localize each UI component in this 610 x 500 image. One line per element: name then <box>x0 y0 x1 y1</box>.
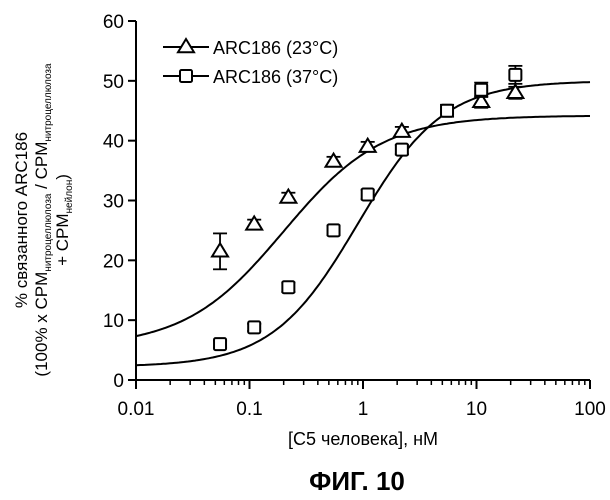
triangle-point <box>246 216 262 229</box>
y-tick-label: 0 <box>113 371 124 392</box>
legend-triangle-marker <box>178 39 194 52</box>
square-point <box>282 281 294 293</box>
y-axis-title: % связанного ARC186 (100% x CPMнитроцелл… <box>12 63 75 377</box>
legend-square-marker <box>180 70 192 82</box>
y-tick-label: 20 <box>103 251 124 272</box>
square-point <box>509 69 521 81</box>
axes: 0 10 20 30 40 50 60 0.01 0.1 1 10 100 <box>103 12 606 420</box>
x-tick-label: 10 <box>466 399 487 420</box>
y-axis-title-line-3: + CPMнейлон) <box>53 174 75 266</box>
y-tick-label: 50 <box>103 72 124 93</box>
x-axis-title: [C5 человека], нМ <box>288 429 438 449</box>
fit-curves <box>136 82 590 365</box>
figure-caption: ФИГ. 10 <box>309 466 405 496</box>
x-tick-label: 0.1 <box>236 399 262 420</box>
triangle-point <box>326 154 342 167</box>
square-point <box>362 189 374 201</box>
y-axis-title-line-1: % связанного ARC186 <box>12 132 31 308</box>
x-tick-label: 100 <box>574 399 606 420</box>
y-tick-label: 60 <box>103 12 124 33</box>
x-tick-label: 1 <box>358 399 369 420</box>
square-point <box>328 224 340 236</box>
y-axis-title-line-2: (100% x CPMнитроцеллюлоза / CPMнитроцелл… <box>32 63 54 377</box>
triangle-point <box>394 124 410 137</box>
triangle-point <box>212 243 228 256</box>
triangle-point <box>360 139 376 152</box>
square-point <box>441 105 453 117</box>
triangle-point <box>280 190 296 203</box>
y-tick-label: 40 <box>103 132 124 153</box>
fit-curve <box>136 82 590 365</box>
square-point <box>475 84 487 96</box>
square-point <box>214 338 226 350</box>
x-tick-label: 0.01 <box>118 399 155 420</box>
y-tick-label: 30 <box>103 192 124 213</box>
legend: ARC186 (23°C) ARC186 (37°C) <box>163 38 338 87</box>
square-point <box>248 321 260 333</box>
y-tick-label: 10 <box>103 311 124 332</box>
legend-label: ARC186 (37°C) <box>213 67 338 87</box>
legend-label: ARC186 (23°C) <box>213 38 338 58</box>
square-point <box>396 144 408 156</box>
